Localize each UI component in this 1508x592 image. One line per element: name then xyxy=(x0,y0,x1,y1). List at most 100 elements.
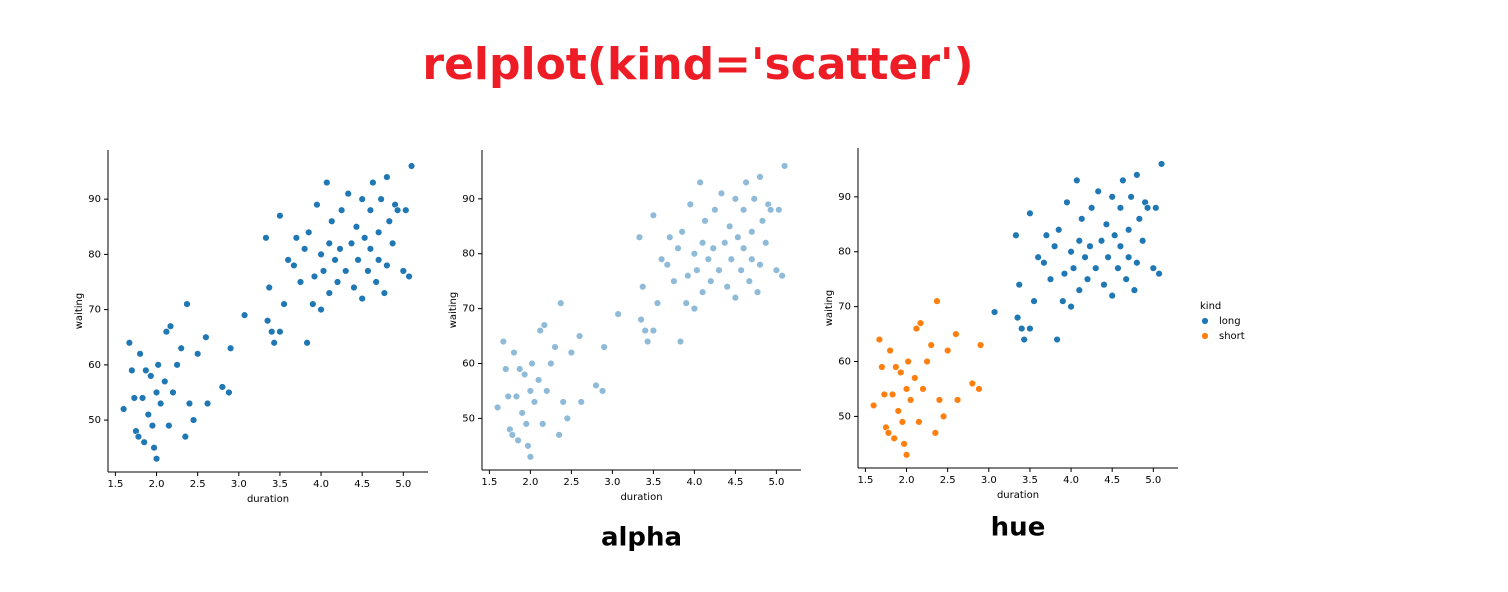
point xyxy=(407,162,416,170)
point xyxy=(649,211,658,220)
point xyxy=(193,350,202,358)
point xyxy=(911,374,919,382)
point xyxy=(385,217,394,225)
point xyxy=(1087,204,1096,212)
point xyxy=(551,343,559,351)
point xyxy=(377,195,385,203)
point xyxy=(935,396,944,404)
point xyxy=(1020,335,1028,344)
point xyxy=(711,206,719,214)
point xyxy=(778,271,786,280)
point xyxy=(600,343,608,351)
point xyxy=(290,261,298,270)
point xyxy=(309,300,317,308)
point xyxy=(399,267,408,275)
point xyxy=(526,453,535,461)
point xyxy=(684,271,692,280)
y-tick-label: 60 xyxy=(838,357,851,368)
point xyxy=(968,379,977,388)
point xyxy=(1075,237,1083,245)
point xyxy=(276,212,284,220)
point xyxy=(939,412,948,421)
point xyxy=(366,206,375,214)
point xyxy=(670,277,678,285)
point xyxy=(325,289,333,297)
point xyxy=(152,455,161,463)
x-axis-label: duration xyxy=(247,494,289,505)
point xyxy=(1026,324,1034,333)
point xyxy=(635,233,644,241)
point xyxy=(148,421,157,430)
point xyxy=(1152,204,1160,212)
point xyxy=(262,234,270,242)
point xyxy=(325,239,333,248)
point xyxy=(296,278,305,286)
point xyxy=(592,381,600,390)
point xyxy=(1013,313,1022,322)
point xyxy=(540,321,549,329)
point xyxy=(698,288,707,296)
point xyxy=(1127,193,1135,201)
x-tick-label: 5.0 xyxy=(395,479,411,490)
x-tick-label: 2.0 xyxy=(149,479,165,490)
x-tick-label: 1.5 xyxy=(857,475,873,486)
point xyxy=(1102,220,1111,228)
point xyxy=(1130,286,1139,294)
point xyxy=(976,341,985,349)
point xyxy=(534,376,543,384)
point xyxy=(933,297,941,305)
point xyxy=(165,421,173,430)
y-tick-label: 50 xyxy=(838,411,851,422)
y-tick-label: 70 xyxy=(838,302,851,313)
point xyxy=(666,233,674,241)
point xyxy=(162,328,171,336)
point xyxy=(1149,264,1158,272)
point xyxy=(1133,171,1141,179)
point xyxy=(641,326,649,335)
point xyxy=(526,387,535,395)
point xyxy=(880,390,889,399)
point xyxy=(393,206,402,214)
point xyxy=(161,377,169,386)
point xyxy=(504,392,512,401)
x-tick-label: 5.0 xyxy=(768,477,784,488)
point xyxy=(1104,253,1112,261)
x-tick-label: 4.0 xyxy=(313,479,329,490)
point xyxy=(1116,242,1125,250)
legend-title: kind xyxy=(1200,301,1221,312)
point xyxy=(166,322,175,330)
x-axis-label: duration xyxy=(620,492,662,503)
point xyxy=(226,344,235,352)
point xyxy=(240,311,249,319)
point xyxy=(975,385,983,393)
point xyxy=(374,256,383,264)
point xyxy=(1075,286,1083,294)
point xyxy=(380,289,389,297)
point xyxy=(1094,187,1102,196)
point xyxy=(753,288,762,296)
point xyxy=(1034,253,1042,261)
point xyxy=(280,300,288,308)
point xyxy=(138,394,147,402)
point xyxy=(1124,226,1133,234)
point xyxy=(202,333,210,341)
point xyxy=(181,432,190,441)
x-tick-label: 3.0 xyxy=(231,479,247,490)
point xyxy=(319,267,328,275)
y-tick-label: 90 xyxy=(462,194,475,205)
point xyxy=(919,385,927,393)
y-tick-label: 60 xyxy=(88,360,101,371)
point xyxy=(555,431,563,439)
point xyxy=(567,348,576,357)
point xyxy=(653,299,662,307)
point xyxy=(637,315,645,324)
point xyxy=(559,398,567,406)
y-tick-label: 50 xyxy=(462,413,475,424)
point xyxy=(134,432,143,441)
point xyxy=(383,261,391,270)
point xyxy=(530,398,539,406)
x-tick-label: 4.5 xyxy=(727,477,743,488)
point xyxy=(892,363,900,371)
point xyxy=(915,418,923,426)
point xyxy=(1097,237,1106,245)
